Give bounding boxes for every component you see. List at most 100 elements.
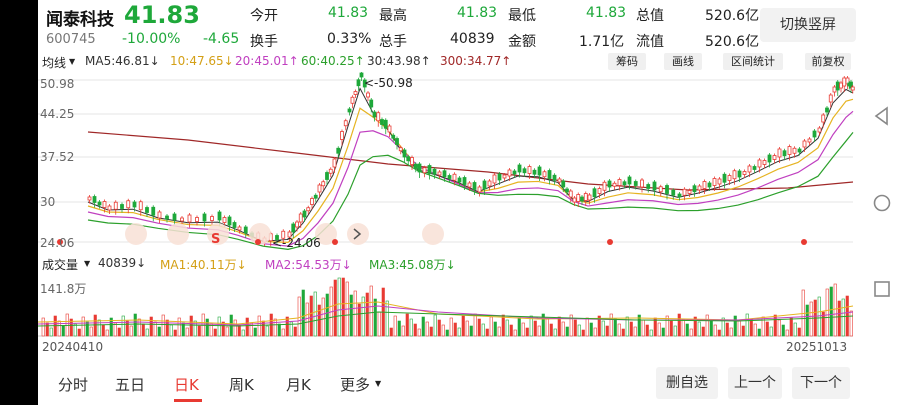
candle	[702, 181, 707, 189]
candle	[767, 154, 772, 163]
tab-five-day[interactable]: 五日	[115, 376, 146, 394]
volume-bar	[141, 323, 145, 337]
volume-bar	[473, 313, 477, 337]
label-amount: 金额	[508, 34, 536, 50]
candle	[777, 148, 782, 158]
candle	[697, 185, 702, 191]
volume-bar	[325, 293, 329, 337]
ma-dropdown-icon[interactable]: ▼	[69, 57, 76, 66]
volume-bar	[549, 323, 553, 337]
volume-bar	[645, 324, 649, 337]
candle	[717, 178, 722, 185]
volume-bar	[541, 313, 545, 337]
candle	[737, 170, 742, 178]
volume-bar	[405, 313, 409, 337]
volume-bar	[69, 318, 73, 337]
candle	[732, 170, 737, 180]
volume-bar	[581, 329, 585, 337]
volume-bar	[349, 294, 353, 337]
event-dot	[57, 239, 63, 245]
candle	[380, 119, 384, 125]
kline-chart[interactable]: 50.98 44.25 37.52 30 24.06 <-50.98 <-24.…	[38, 71, 864, 250]
candle	[839, 82, 843, 89]
candle	[565, 188, 569, 193]
tab-monthly-k[interactable]: 月K	[286, 376, 311, 394]
more-dropdown-icon[interactable]: ▼	[375, 379, 382, 388]
value-open: 41.83	[328, 5, 369, 21]
control-circle	[167, 223, 189, 245]
recent-apps-icon[interactable]	[872, 279, 892, 299]
chevron-right-icon	[353, 228, 362, 240]
volume-dropdown-icon[interactable]: ▼	[84, 259, 91, 268]
volume-bar	[437, 319, 441, 337]
candle	[467, 182, 472, 188]
candle	[607, 180, 612, 188]
draw-line-button[interactable]: 画线	[664, 53, 702, 70]
volume-bar	[621, 328, 625, 337]
adjust-button[interactable]: 前复权	[805, 53, 851, 70]
candle	[687, 190, 692, 194]
volume-bar	[353, 290, 357, 337]
volume-bar	[741, 325, 745, 337]
volume-selector[interactable]: 成交量	[42, 258, 79, 272]
candle	[321, 181, 326, 187]
ma-type-selector[interactable]: 均线	[42, 56, 67, 70]
stock-price: 41.83	[124, 1, 200, 29]
home-icon[interactable]	[872, 193, 892, 213]
volume-bar	[689, 328, 693, 337]
volume-bar	[265, 325, 269, 337]
volume-bar	[693, 316, 697, 337]
volume-bar	[717, 329, 721, 337]
chips-button[interactable]: 筹码	[608, 53, 646, 70]
candle	[592, 188, 597, 198]
volume-bar	[205, 318, 209, 337]
volume-chart[interactable]: 141.8万	[38, 274, 864, 340]
volume-bar	[273, 318, 277, 337]
volume-bar	[441, 324, 445, 337]
ma10-value: 10:47.65↓	[170, 54, 234, 68]
candle	[671, 189, 676, 196]
volume-bar	[445, 329, 449, 337]
back-icon[interactable]	[872, 106, 892, 126]
candle	[502, 174, 507, 179]
tab-daily-k[interactable]: 日K	[174, 376, 199, 394]
volume-bar	[293, 326, 297, 337]
candle	[227, 216, 232, 226]
candle	[492, 174, 497, 184]
volume-bar	[45, 322, 49, 337]
volume-bar	[249, 322, 253, 337]
volume-bar	[317, 304, 321, 337]
volume-bar	[829, 286, 833, 337]
candle	[828, 94, 833, 103]
previous-stock-button[interactable]: 上一个	[728, 367, 782, 399]
low-annotation: <-24.06	[272, 236, 321, 250]
volume-bar	[93, 314, 97, 337]
volume-bar	[161, 314, 165, 337]
candle	[850, 86, 855, 91]
y-axis-2: 44.25	[40, 107, 75, 121]
tab-weekly-k[interactable]: 周K	[229, 376, 254, 394]
delete-watchlist-button[interactable]: 删自选	[656, 367, 718, 399]
candle	[817, 127, 822, 133]
candle	[302, 210, 307, 218]
volume-bar	[725, 322, 729, 337]
candle	[92, 196, 97, 203]
volume-bar	[221, 321, 225, 337]
volume-bar	[557, 316, 561, 337]
interval-stats-button[interactable]: 区间统计	[723, 53, 783, 70]
label-turnover: 换手	[250, 34, 278, 50]
volume-bar	[297, 296, 301, 337]
volume-bar	[749, 318, 753, 337]
tab-more[interactable]: 更多	[340, 376, 371, 394]
candle	[366, 92, 370, 98]
candle	[557, 178, 562, 183]
volume-bar	[637, 314, 641, 337]
next-stock-button[interactable]: 下一个	[792, 367, 850, 399]
candle	[138, 201, 143, 211]
switch-portrait-button[interactable]: 切换竖屏	[760, 8, 856, 42]
candle	[398, 147, 403, 152]
system-nav-bar	[864, 0, 900, 405]
volume-bar	[305, 302, 309, 337]
volume-bar	[797, 327, 801, 337]
tab-intraday[interactable]: 分时	[58, 376, 89, 394]
